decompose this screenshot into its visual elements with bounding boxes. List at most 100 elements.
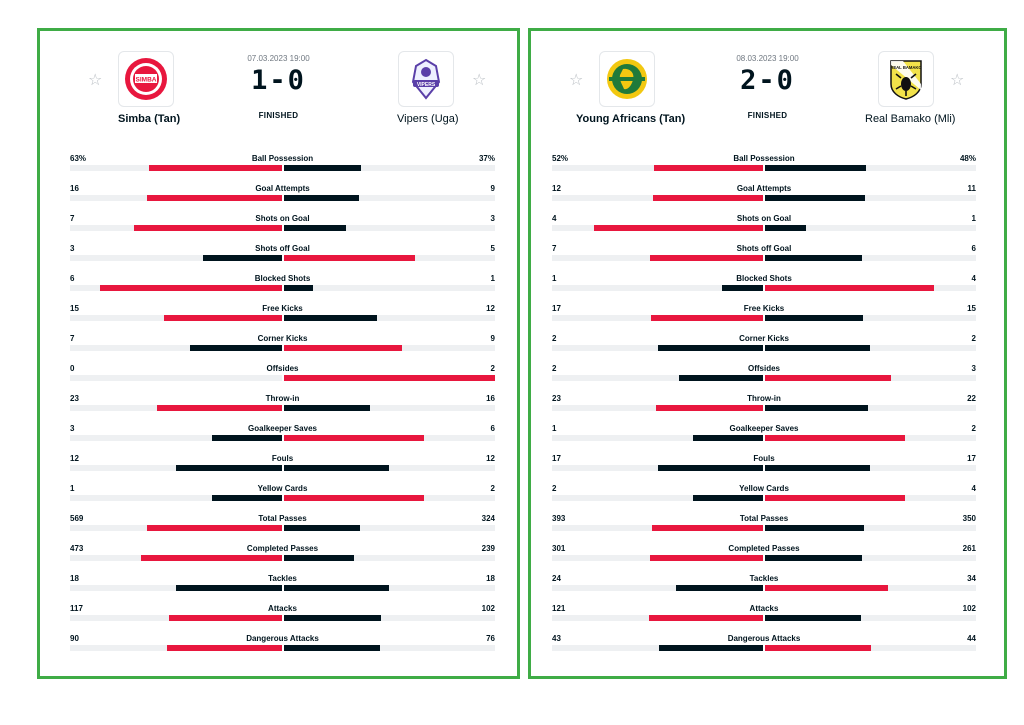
stat-home-track bbox=[70, 555, 283, 561]
away-team-logo[interactable]: VIPERS bbox=[398, 51, 454, 107]
stat-home-value: 1 bbox=[552, 424, 557, 433]
stat-away-track bbox=[282, 495, 495, 501]
stat-away-value: 6 bbox=[971, 244, 976, 253]
stat-row: 117 Attacks 102 bbox=[70, 601, 495, 623]
stat-away-bar bbox=[282, 615, 382, 621]
stat-bar-divider bbox=[763, 585, 765, 591]
stat-home-track bbox=[552, 345, 764, 351]
stat-home-value: 18 bbox=[70, 574, 79, 583]
stat-home-track bbox=[70, 525, 283, 531]
stat-home-track bbox=[552, 165, 764, 171]
stat-away-bar bbox=[282, 255, 416, 261]
stat-away-track bbox=[282, 315, 495, 321]
stat-home-bar bbox=[679, 375, 764, 381]
favorite-away-star-icon[interactable]: ☆ bbox=[950, 72, 965, 89]
stat-away-bar bbox=[282, 495, 425, 501]
match-header: ☆ SIMBA Simba (Tan) 07.03.2023 19:00 1-0… bbox=[40, 31, 517, 141]
stat-home-bar bbox=[202, 255, 283, 261]
stat-row: 24 Tackles 34 bbox=[552, 571, 976, 593]
stat-home-value: 569 bbox=[70, 514, 84, 523]
stat-home-bar bbox=[141, 555, 283, 561]
stat-home-track bbox=[70, 345, 283, 351]
stat-away-track bbox=[764, 645, 976, 651]
stat-home-track bbox=[552, 495, 764, 501]
stat-home-track bbox=[70, 165, 283, 171]
stat-label: Goal Attempts bbox=[255, 184, 310, 193]
stat-home-track bbox=[552, 585, 764, 591]
stat-bar-divider bbox=[763, 405, 765, 411]
stat-home-bar bbox=[655, 405, 764, 411]
stat-away-bar bbox=[282, 225, 347, 231]
stat-home-value: 6 bbox=[70, 274, 75, 283]
stat-bar-divider bbox=[281, 585, 284, 591]
stat-home-bar bbox=[189, 345, 283, 351]
home-team-name[interactable]: Simba (Tan) bbox=[118, 113, 181, 125]
stat-away-value: 2 bbox=[490, 364, 495, 373]
stat-home-value: 12 bbox=[552, 184, 561, 193]
stat-away-bar bbox=[764, 345, 870, 351]
stat-away-bar bbox=[764, 195, 866, 201]
stat-away-value: 324 bbox=[481, 514, 495, 523]
stat-home-value: 52% bbox=[552, 154, 569, 163]
stat-away-value: 2 bbox=[971, 424, 976, 433]
stat-home-value: 117 bbox=[70, 604, 83, 613]
stat-bar-divider bbox=[763, 315, 765, 321]
stat-home-track bbox=[70, 615, 283, 621]
favorite-home-star-icon[interactable]: ☆ bbox=[569, 72, 584, 89]
stat-label: Shots on Goal bbox=[736, 214, 792, 223]
match-score: 1-0 bbox=[251, 65, 306, 96]
stat-bar-divider bbox=[281, 345, 284, 351]
stat-home-value: 7 bbox=[70, 334, 75, 343]
stat-away-bar bbox=[282, 315, 377, 321]
stat-label: Yellow Cards bbox=[739, 484, 789, 493]
stat-bar-divider bbox=[763, 525, 765, 531]
stat-home-bar bbox=[211, 435, 283, 441]
stat-home-track bbox=[552, 435, 764, 441]
stat-label: Total Passes bbox=[739, 514, 789, 523]
stat-away-value: 18 bbox=[486, 574, 495, 583]
stat-home-track bbox=[552, 465, 764, 471]
home-team-name[interactable]: Young Africans (Tan) bbox=[576, 113, 686, 125]
favorite-home-star-icon[interactable]: ☆ bbox=[88, 72, 103, 89]
stat-row: 7 Shots off Goal 6 bbox=[552, 241, 976, 263]
home-team-logo[interactable] bbox=[599, 51, 655, 107]
stat-home-value: 121 bbox=[552, 604, 566, 613]
home-team-logo[interactable]: SIMBA bbox=[118, 51, 174, 107]
stat-bar-divider bbox=[281, 555, 284, 561]
stat-home-bar bbox=[146, 195, 283, 201]
stat-home-bar bbox=[168, 615, 283, 621]
favorite-away-star-icon[interactable]: ☆ bbox=[472, 72, 487, 89]
stat-away-track bbox=[764, 405, 976, 411]
stat-away-value: 76 bbox=[486, 634, 495, 643]
stat-home-value: 16 bbox=[70, 184, 79, 193]
stat-row: 23 Throw-in 16 bbox=[70, 391, 495, 413]
stat-row: 90 Dangerous Attacks 76 bbox=[70, 631, 495, 653]
stat-row: 1 Goalkeeper Saves 2 bbox=[552, 421, 976, 443]
stat-away-track bbox=[282, 465, 495, 471]
stat-away-bar bbox=[282, 645, 380, 651]
stat-away-bar bbox=[764, 225, 807, 231]
stat-away-value: 4 bbox=[971, 484, 976, 493]
match-status: FINISHED bbox=[258, 111, 299, 120]
stat-bar-divider bbox=[281, 195, 284, 201]
stat-bar-divider bbox=[281, 645, 284, 651]
away-team-name[interactable]: Real Bamako (Mli) bbox=[865, 113, 956, 125]
stat-bar-divider bbox=[763, 375, 765, 381]
stat-home-track bbox=[70, 495, 283, 501]
real-bamako-crest-icon: REAL BAMAKO bbox=[890, 60, 922, 100]
stat-home-track bbox=[70, 315, 283, 321]
stat-row: 121 Attacks 102 bbox=[552, 601, 976, 623]
stat-row: 18 Tackles 18 bbox=[70, 571, 495, 593]
stat-home-value: 1 bbox=[70, 484, 75, 493]
stat-row: 7 Shots on Goal 3 bbox=[70, 211, 495, 233]
stat-away-track bbox=[282, 345, 495, 351]
stat-away-value: 3 bbox=[971, 364, 976, 373]
young-africans-crest-icon bbox=[607, 59, 647, 99]
stat-label: Offsides bbox=[266, 364, 299, 373]
stat-away-bar bbox=[282, 165, 362, 171]
stat-home-value: 2 bbox=[552, 334, 557, 343]
stat-home-value: 2 bbox=[552, 364, 557, 373]
away-team-logo[interactable]: REAL BAMAKO bbox=[878, 51, 934, 107]
away-team-name[interactable]: Vipers (Uga) bbox=[397, 113, 459, 125]
stat-away-bar bbox=[764, 585, 889, 591]
